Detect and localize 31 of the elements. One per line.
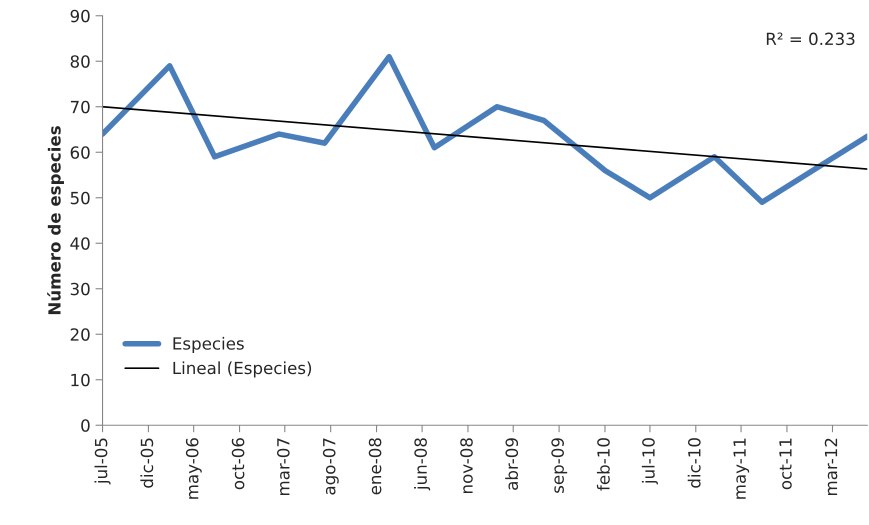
legend-label: Lineal (Especies) xyxy=(173,361,312,378)
x-tick-label: may-06 xyxy=(186,438,202,499)
y-axis-title: Número de especies xyxy=(47,126,64,314)
x-tick-label: mar-12 xyxy=(824,438,838,495)
annotation: R² = 0.233 xyxy=(766,32,854,46)
x-tick-label: dic-10 xyxy=(688,438,701,488)
x-tick-label: dic-05 xyxy=(140,438,154,488)
x-tick-label: ago-07 xyxy=(322,438,339,495)
y-tick-label: 80 xyxy=(70,55,90,68)
x-tick-label: oct-06 xyxy=(232,438,244,490)
x-tick-label: sep-09 xyxy=(551,438,568,493)
x-tick-label: may-11 xyxy=(734,438,750,499)
x-tick-label: jun-08 xyxy=(414,438,430,490)
y-tick-label: 60 xyxy=(70,146,90,159)
x-tick-label: oct-11 xyxy=(779,438,792,490)
y-tick-label: 50 xyxy=(70,192,90,204)
y-tick-label: 70 xyxy=(70,100,90,114)
x-tick-label: jul-05 xyxy=(94,438,111,484)
x-tick-label: abr-09 xyxy=(505,438,518,490)
y-tick-label: 10 xyxy=(71,374,90,386)
y-tick-label: 40 xyxy=(70,237,90,250)
x-tick-label: mar-07 xyxy=(277,438,290,495)
x-tick-label: nov-08 xyxy=(460,438,473,493)
x-tick-label: jul-10 xyxy=(642,438,658,484)
y-tick-label: 0 xyxy=(81,419,90,432)
legend-label: Especies xyxy=(173,336,244,354)
x-tick-label: feb-10 xyxy=(596,438,610,491)
y-tick-label: 90 xyxy=(70,10,90,22)
y-tick-label: 30 xyxy=(70,282,90,296)
y-tick-label: 20 xyxy=(70,328,90,341)
x-tick-label: ene-08 xyxy=(368,438,382,494)
